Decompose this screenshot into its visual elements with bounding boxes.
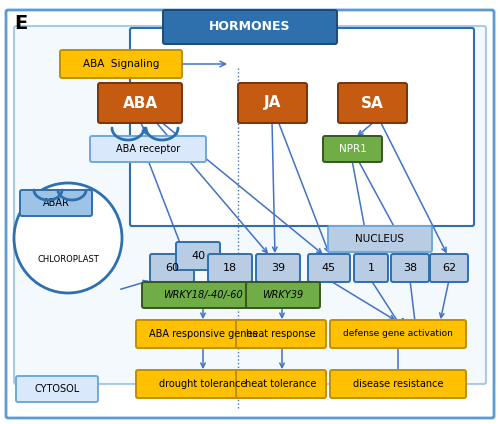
- Text: 62: 62: [442, 263, 456, 273]
- FancyBboxPatch shape: [238, 83, 307, 123]
- FancyBboxPatch shape: [236, 320, 326, 348]
- Text: 38: 38: [403, 263, 417, 273]
- FancyBboxPatch shape: [391, 254, 429, 282]
- Text: disease resistance: disease resistance: [353, 379, 444, 389]
- FancyBboxPatch shape: [256, 254, 300, 282]
- Text: 39: 39: [271, 263, 285, 273]
- Text: SA: SA: [361, 95, 384, 111]
- FancyBboxPatch shape: [136, 320, 270, 348]
- Text: NUCLEUS: NUCLEUS: [356, 234, 405, 244]
- FancyBboxPatch shape: [328, 226, 432, 252]
- Ellipse shape: [14, 183, 122, 293]
- Text: WRKY18/-40/-60: WRKY18/-40/-60: [163, 290, 243, 300]
- Text: heat response: heat response: [246, 329, 316, 339]
- Text: HORMONES: HORMONES: [209, 20, 291, 33]
- FancyBboxPatch shape: [354, 254, 388, 282]
- FancyBboxPatch shape: [136, 370, 270, 398]
- FancyBboxPatch shape: [60, 50, 182, 78]
- FancyBboxPatch shape: [308, 254, 350, 282]
- Text: 60: 60: [165, 263, 179, 273]
- Text: 1: 1: [368, 263, 374, 273]
- Text: WRKY39: WRKY39: [262, 290, 304, 300]
- FancyBboxPatch shape: [330, 370, 466, 398]
- FancyBboxPatch shape: [323, 136, 382, 162]
- Text: ABAR: ABAR: [42, 198, 70, 208]
- FancyBboxPatch shape: [208, 254, 252, 282]
- Text: heat tolerance: heat tolerance: [246, 379, 316, 389]
- Text: drought tolerance: drought tolerance: [159, 379, 247, 389]
- Text: ABA  Signaling: ABA Signaling: [83, 59, 159, 69]
- FancyBboxPatch shape: [130, 28, 474, 226]
- FancyBboxPatch shape: [20, 190, 92, 216]
- FancyBboxPatch shape: [90, 136, 206, 162]
- FancyBboxPatch shape: [14, 26, 486, 384]
- Text: 45: 45: [322, 263, 336, 273]
- Text: CYTOSOL: CYTOSOL: [34, 384, 80, 394]
- FancyBboxPatch shape: [16, 376, 98, 402]
- Text: defense gene activation: defense gene activation: [343, 329, 453, 338]
- Text: JA: JA: [264, 95, 281, 111]
- FancyBboxPatch shape: [236, 370, 326, 398]
- Text: 40: 40: [191, 251, 205, 261]
- FancyBboxPatch shape: [176, 242, 220, 270]
- FancyBboxPatch shape: [246, 282, 320, 308]
- FancyBboxPatch shape: [150, 254, 194, 282]
- Text: E: E: [14, 14, 27, 33]
- Text: NPR1: NPR1: [338, 144, 366, 154]
- FancyBboxPatch shape: [98, 83, 182, 123]
- FancyBboxPatch shape: [330, 320, 466, 348]
- Text: ABA responsive genes: ABA responsive genes: [148, 329, 258, 339]
- Text: CHLOROPLAST: CHLOROPLAST: [37, 256, 99, 265]
- FancyBboxPatch shape: [430, 254, 468, 282]
- Text: ABA receptor: ABA receptor: [116, 144, 180, 154]
- Text: ABA: ABA: [122, 95, 158, 111]
- Text: 18: 18: [223, 263, 237, 273]
- FancyBboxPatch shape: [6, 10, 494, 418]
- FancyBboxPatch shape: [338, 83, 407, 123]
- FancyBboxPatch shape: [142, 282, 264, 308]
- FancyBboxPatch shape: [163, 10, 337, 44]
